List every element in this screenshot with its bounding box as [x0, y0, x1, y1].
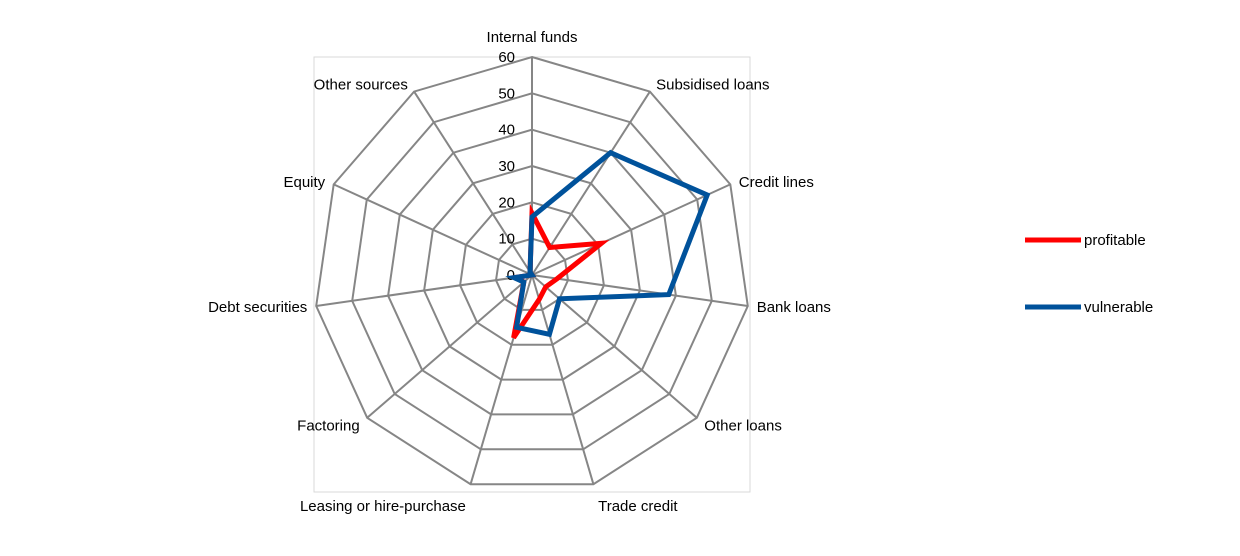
category-label-7: Factoring	[297, 418, 360, 435]
category-label-6: Leasing or hire-purchase	[300, 498, 466, 515]
grid-spoke-1	[531, 91, 651, 276]
grid-spoke-2	[531, 183, 731, 276]
radial-tick-label-5: 50	[498, 85, 515, 102]
legend-label-profitable: profitable	[1084, 232, 1146, 249]
legend: profitable vulnerable	[1025, 232, 1153, 316]
grid-spoke-3	[531, 274, 748, 307]
grid-ring-3	[423, 164, 641, 381]
legend-label-vulnerable: vulnerable	[1084, 299, 1153, 316]
category-labels: Internal funds Subsidised loans Credit lin…	[208, 29, 831, 515]
radial-tick-label-6: 60	[498, 49, 515, 66]
category-label-10: Other sources	[314, 77, 408, 94]
radial-tick-label-1: 10	[498, 231, 515, 248]
category-label-4: Other loans	[704, 418, 782, 435]
category-label-2: Credit lines	[739, 174, 814, 191]
radial-tick-label-4: 40	[498, 122, 515, 139]
grid-spoke-9	[333, 183, 533, 276]
category-label-8: Debt securities	[208, 299, 307, 316]
category-label-0: Internal funds	[487, 29, 578, 46]
series-lines	[505, 149, 711, 340]
series-line-vulnerable	[505, 149, 711, 338]
radial-ticks: 0 10 20 30 40 50 60	[498, 49, 515, 284]
radial-tick-label-0: 0	[507, 267, 515, 284]
category-label-3: Bank loans	[757, 299, 831, 316]
category-label-1: Subsidised loans	[656, 77, 769, 94]
grid-spoke-8	[316, 274, 533, 307]
grid-spoke-5	[531, 274, 595, 485]
grid-ring-2	[459, 201, 605, 346]
radial-tick-label-2: 20	[498, 194, 515, 211]
grid-ring-4	[387, 128, 677, 416]
category-label-5: Trade credit	[598, 498, 678, 515]
grid-ring-6	[315, 55, 749, 486]
grid-spoke-7	[366, 274, 533, 419]
category-label-9: Equity	[283, 174, 325, 191]
grid-spoke-10	[413, 91, 533, 276]
radial-tick-label-3: 30	[498, 158, 515, 175]
